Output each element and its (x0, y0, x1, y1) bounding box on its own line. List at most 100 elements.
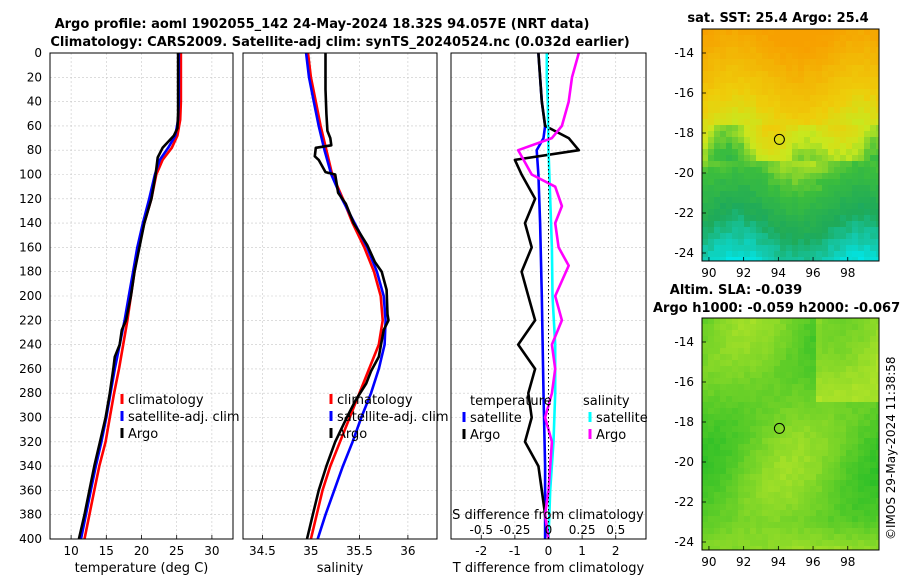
map-x-tick-label: 94 (771, 555, 786, 569)
x-tick-label: 36 (400, 544, 415, 558)
y-tick-label: 260 (19, 362, 42, 376)
map-frame (701, 28, 880, 262)
legend-label: Argo (337, 427, 367, 442)
salinity-panel: 34.5 35 35.5 36 salinity climatology satellite… (242, 52, 449, 576)
y-tick-label: 120 (19, 192, 42, 206)
series-line-clim (306, 52, 385, 540)
figure-title-line1: Argo profile: aoml 1902055_142 24-May-20… (55, 17, 590, 32)
x-axis-label: salinity (317, 561, 364, 576)
y-tick-label: 180 (19, 265, 42, 279)
legend-title-t: temperature (470, 394, 552, 409)
x-tick-label: -2 (475, 544, 487, 558)
y-tick-label: 340 (19, 459, 42, 473)
y-tick-label: 80 (27, 143, 42, 157)
legend-label: climatology (128, 393, 204, 408)
map-y-tick-label: -16 (674, 86, 694, 100)
x-tick-label-2: 0.5 (606, 523, 625, 537)
y-tick-label: 60 (27, 119, 42, 133)
y-tick-label: 300 (19, 411, 42, 425)
x-tick-label: 10 (63, 544, 78, 558)
map-frame (701, 317, 880, 551)
series-line-sat (79, 53, 181, 540)
map-x-tick-label: 92 (736, 266, 751, 280)
x-tick-label-2: -0.5 (470, 523, 493, 537)
x-tick-label: 2 (612, 544, 620, 558)
legend-label: satellite (470, 411, 522, 426)
map-title: Altim. SLA: -0.039 (670, 283, 802, 298)
map-x-tick-label: 92 (736, 555, 751, 569)
legend-title-s: salinity (583, 394, 630, 409)
series-line-argo (305, 53, 390, 540)
x-tick-label: 35.5 (346, 544, 373, 558)
x-tick-label: 15 (99, 544, 114, 558)
legend-label: Argo (596, 428, 626, 443)
x-tick-label: 0 (545, 544, 553, 558)
map-y-tick-label: -22 (674, 495, 694, 509)
map-y-tick-label: -24 (674, 535, 694, 549)
map-subtitle: Argo h1000: -0.059 h2000: -0.067 (653, 301, 900, 316)
map-x-tick-label: 98 (840, 266, 855, 280)
x-tick-label-2: -0.25 (499, 523, 530, 537)
legend-label: satellite-adj. clim (128, 410, 240, 425)
map-y-tick-label: -16 (674, 375, 694, 389)
argo-position-marker (773, 133, 785, 145)
y-tick-label: 160 (19, 240, 42, 254)
y-tick-label: 40 (27, 95, 42, 109)
legend-label: climatology (337, 393, 413, 408)
imos-watermark: ©IMOS 29-May-2024 11:38:58 (884, 356, 898, 540)
x-tick-label: 30 (204, 544, 219, 558)
x-tick-label: 34.5 (249, 544, 276, 558)
y-tick-label: 280 (19, 386, 42, 400)
legend-label: Argo (470, 428, 500, 443)
y-tick-label: 400 (19, 532, 42, 546)
y-tick-label: 240 (19, 338, 42, 352)
y-tick-label: 20 (27, 70, 42, 84)
series-line-argo_s (516, 52, 581, 540)
map-raster (702, 29, 880, 262)
map-x-tick-label: 96 (805, 266, 820, 280)
legend-label: satellite-adj. clim (337, 410, 449, 425)
map-x-tick-label: 98 (840, 555, 855, 569)
map-y-tick-label: -20 (674, 166, 694, 180)
plot-frame (450, 52, 647, 540)
series-line-argo (513, 52, 581, 540)
map-y-tick-label: -20 (674, 455, 694, 469)
x-tick-label: -1 (509, 544, 521, 558)
sst-map-panel: 90 92 94 96 98 -14 -16 -18 -20 -22 -24 sat. SST: 25… (674, 11, 880, 280)
map-y-tick-label: -18 (674, 126, 694, 140)
legend-label: satellite (596, 411, 648, 426)
map-title: sat. SST: 25.4 Argo: 25.4 (687, 11, 868, 26)
series-line-argo (77, 53, 180, 540)
series-line-sat_s (545, 53, 557, 540)
map-y-tick-label: -18 (674, 415, 694, 429)
y-tick-label: 320 (19, 435, 42, 449)
y-tick-label: 0 (34, 46, 42, 60)
map-raster (702, 318, 880, 551)
y-tick-label: 200 (19, 289, 42, 303)
difference-panel: -2 -1 0 1 2 T difference from climatology temp… (450, 52, 648, 576)
x-axis-label-2: S difference from climatology (452, 508, 644, 523)
map-x-tick-label: 90 (701, 555, 716, 569)
y-tick-label: 360 (19, 483, 42, 497)
sla-map-panel: 90 92 94 96 98 -14 -16 -18 -20 -22 -24 Altim. SLA: … (653, 283, 900, 569)
plot-frame (242, 52, 438, 540)
map-y-tick-label: -14 (674, 46, 694, 60)
map-y-tick-label: -24 (674, 246, 694, 260)
x-tick-label-2: 0.25 (569, 523, 596, 537)
x-tick-label: 25 (169, 544, 184, 558)
map-x-tick-label: 94 (771, 266, 786, 280)
map-y-tick-label: -22 (674, 206, 694, 220)
plot-frame (49, 52, 234, 540)
map-x-tick-label: 96 (805, 555, 820, 569)
x-tick-label: 1 (578, 544, 586, 558)
x-axis-label: temperature (deg C) (75, 561, 209, 576)
x-tick-label-2: 0 (545, 523, 553, 537)
series-line-sat (304, 52, 387, 540)
legend-label: Argo (128, 427, 158, 442)
x-tick-label: 20 (134, 544, 149, 558)
figure-title-line2: Climatology: CARS2009. Satellite-adj cli… (50, 35, 629, 50)
map-y-tick-label: -14 (674, 335, 694, 349)
map-x-tick-label: 90 (701, 266, 716, 280)
x-tick-label: 35 (303, 544, 318, 558)
